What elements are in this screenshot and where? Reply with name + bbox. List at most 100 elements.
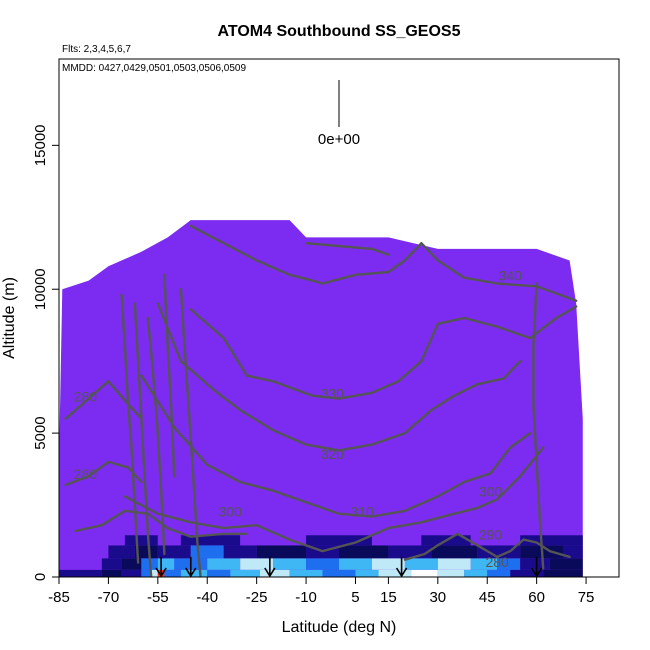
x-tick-label: -70 [98,589,120,606]
field-cell [520,558,550,570]
y-tick-label: 0 [32,573,49,581]
field-cell [487,569,511,577]
field-cell [378,569,412,577]
field-cell [101,558,122,570]
y-axis: 0 5000 10000 15000 [32,124,59,581]
field-cell [273,558,307,570]
dates-note: MMDD: 0427,0429,0501,0503,0506,0509 [62,63,246,74]
sounding-arrow [530,556,543,577]
field-cell [470,535,521,546]
x-tick-label: 45 [479,589,496,606]
field-cell [339,558,372,570]
contour-label: 280 [74,388,98,404]
field-cell [549,558,583,570]
field-cell [543,569,583,577]
field-cell [520,535,583,546]
contour-label: 330 [321,386,345,402]
contour-labels: 340 330 320 310 300 300 290 280 280 280 [74,268,523,570]
x-tick-label: 15 [380,589,397,606]
contour-line [304,242,390,256]
field-cell [207,558,241,570]
contour-label: 280 [485,554,509,570]
field-cell [230,569,260,577]
sounding-arrows [155,556,543,577]
arrow-head [264,567,276,577]
plot-area: 340 330 320 310 300 300 290 280 280 280 [59,220,583,577]
theta-contours [64,224,578,577]
field-cell [59,545,109,559]
sounding-arrow [185,556,197,577]
contour-label: 300 [479,483,503,499]
y-axis-title: Altitude (m) [1,277,18,359]
field-cell [121,569,142,577]
field-cell [164,569,181,577]
contour-label: 300 [219,504,243,520]
field-cell [134,545,158,559]
arrow-head [530,567,543,577]
x-axis: -85 -70 -55 -40 -25 -10 5 15 30 45 60 75 [48,577,594,606]
field-cell [180,535,241,546]
field-cell [470,558,498,570]
contour-label: 340 [499,268,523,284]
field-cell [322,569,356,577]
x-tick-label: -85 [48,589,70,606]
field-cell [431,545,478,559]
x-tick-label: 30 [429,589,446,606]
sounding-arrow [395,556,408,577]
field-cell [371,535,422,546]
field-cell [477,545,521,559]
x-tick-label: -55 [147,589,169,606]
field-cell [411,569,438,577]
contour-line [64,380,143,420]
x-tick-label: -10 [295,589,317,606]
field-cell [151,569,158,577]
x-tick-label: -40 [196,589,218,606]
contour-label: 290 [479,527,503,543]
arrow-head [395,567,408,577]
contour-line [189,224,578,302]
contour-line [133,302,153,577]
field-cell [464,569,488,577]
field-cell [59,558,102,570]
field-cell [339,545,389,559]
x-tick-label: 75 [578,589,595,606]
contour-line [163,273,176,478]
field-cell [240,558,274,570]
field-cell [240,535,307,546]
field-cell [223,545,257,559]
contour-line [146,316,166,556]
field-cell [306,558,339,570]
field-cell [371,558,405,570]
arrow-head [185,567,197,577]
sounding-arrow [155,556,167,577]
contour-line [189,305,578,400]
contour-line [120,293,140,564]
field-cell [101,569,122,577]
plot-frame [58,58,620,578]
y-tick-label: 15000 [32,124,49,166]
field-cell [563,545,583,559]
field-cell [108,545,135,559]
contour-label: 310 [350,504,374,520]
contour-line [156,302,522,452]
contour-line [532,282,545,570]
field-cell [306,535,372,546]
field-cell [510,569,544,577]
y-tick-label: 5000 [32,416,49,449]
field-cell [124,535,158,546]
field-cell [355,569,379,577]
field-cell [121,558,142,570]
field-cell [404,558,438,570]
flights-note: Flts: 2,3,4,5,6,7 [62,44,131,55]
field-cell [59,535,125,546]
field-cell [256,545,307,559]
field-cell [289,569,323,577]
contour-line [179,288,202,577]
field-cell [388,545,432,559]
arrow-head [155,567,167,577]
x-tick-label: -25 [246,589,268,606]
field-cell [259,569,290,577]
contour-label: 320 [321,446,345,462]
field-cell [157,535,181,546]
field-cell [180,569,208,577]
